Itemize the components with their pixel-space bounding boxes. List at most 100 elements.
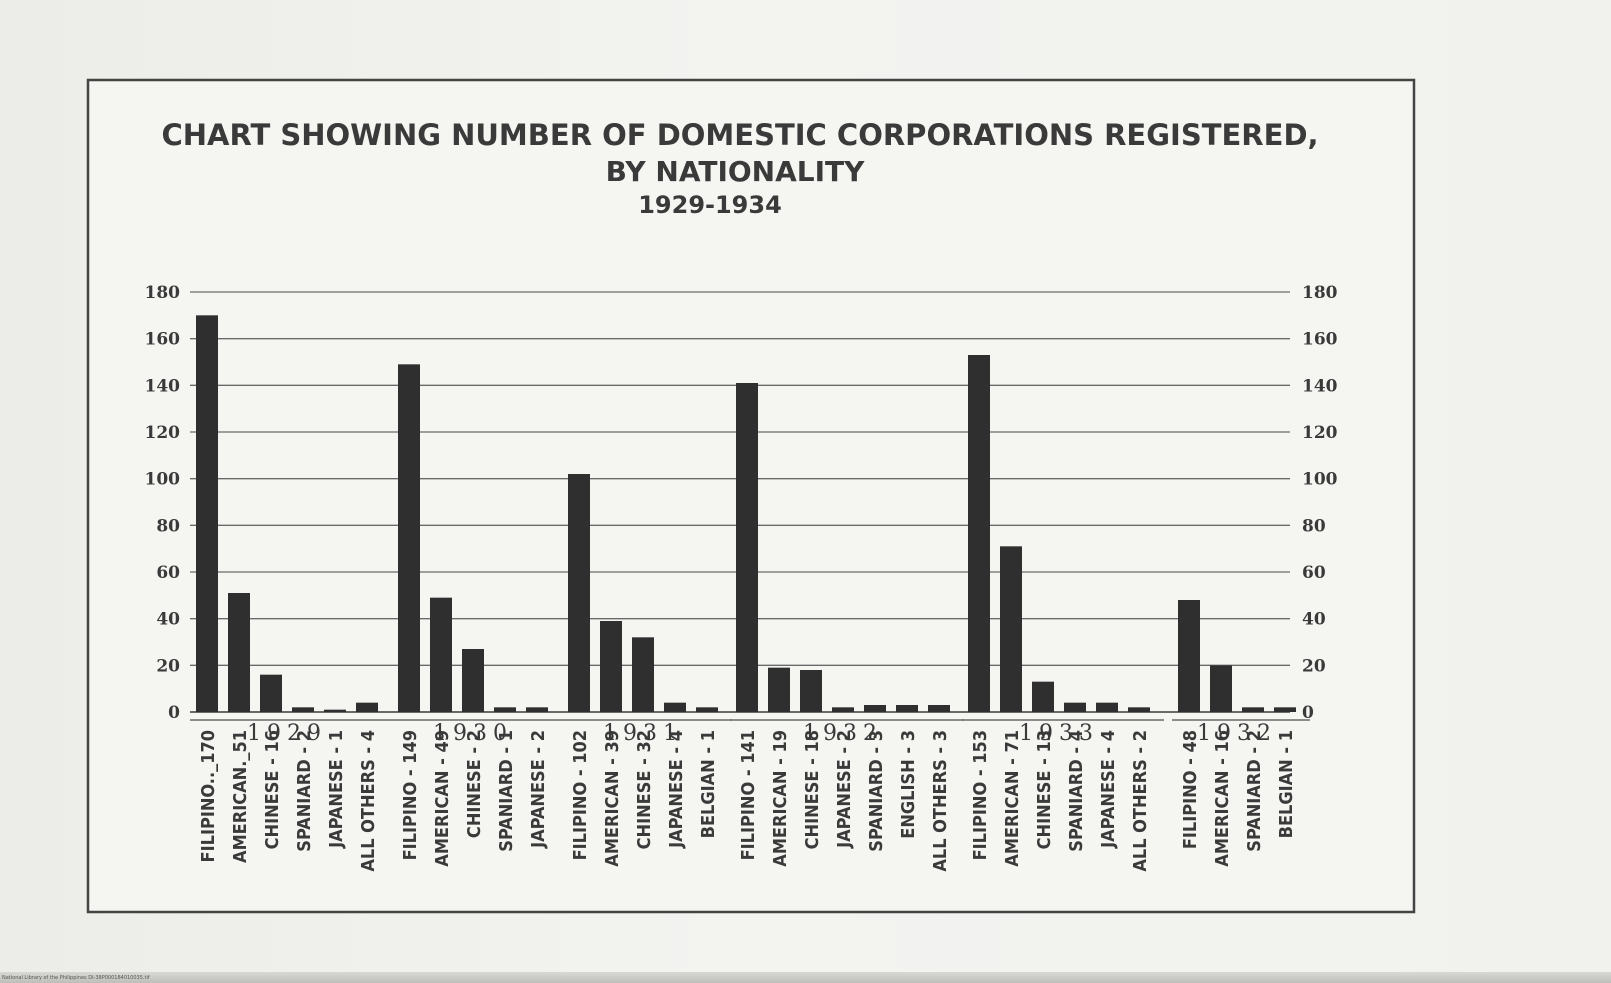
bar-label: SPANIARD - 4 bbox=[1066, 730, 1087, 852]
bar-label: SPANIARD - 3 bbox=[866, 730, 887, 852]
bar bbox=[1178, 600, 1200, 712]
chart-period: 1929-1934 bbox=[638, 191, 782, 219]
y-tick-label-right: 180 bbox=[1302, 283, 1338, 303]
bar bbox=[832, 707, 854, 712]
bars-layer bbox=[196, 315, 1296, 712]
bar bbox=[864, 705, 886, 712]
bar-label: ALL OTHERS - 2 bbox=[1130, 730, 1151, 872]
bar bbox=[430, 597, 452, 712]
bar bbox=[800, 670, 822, 712]
bar-label: CHINESE - 18 bbox=[802, 730, 823, 849]
bar bbox=[324, 709, 346, 712]
y-tick-label-right: 40 bbox=[1302, 610, 1326, 630]
year-label: 1931 bbox=[603, 721, 683, 746]
y-tick-label-right: 140 bbox=[1302, 376, 1338, 396]
bar-label: ALL OTHERS - 4 bbox=[358, 730, 379, 872]
bar-label: SPANIARD - 2 bbox=[1244, 730, 1265, 852]
y-tick-label-left: 40 bbox=[156, 610, 180, 630]
y-tick-label-right: 160 bbox=[1302, 330, 1338, 350]
bar bbox=[1096, 702, 1118, 712]
bar-label: CHINESE - 13 bbox=[1034, 730, 1055, 849]
bar-label: JAPANESE - 2 bbox=[834, 730, 855, 849]
bar-label: JAPANESE - 4 bbox=[1098, 730, 1119, 849]
year-label: 1930 bbox=[433, 721, 513, 746]
y-tick-label-left: 120 bbox=[145, 423, 181, 443]
bar-label: JAPANESE - 2 bbox=[528, 730, 549, 849]
y-tick-label-left: 100 bbox=[145, 470, 181, 490]
bar bbox=[1210, 665, 1232, 712]
footer-credit: National Library of the Philippines DI-3… bbox=[2, 975, 150, 981]
bar-label: AMERICAN - 49 bbox=[432, 730, 453, 867]
y-tick-label-right: 0 bbox=[1302, 703, 1314, 723]
bar bbox=[260, 674, 282, 712]
y-axis-left: 0 20 40 60 80 100 120 140 160 180 bbox=[145, 283, 181, 723]
bar-label: AMERICAN._51 bbox=[230, 730, 251, 863]
bar-label: AMERICAN - 19 bbox=[770, 730, 791, 867]
bar bbox=[600, 621, 622, 712]
bar-label: FILIPINO - 102 bbox=[570, 730, 591, 860]
bar-label: CHINESE - 32 bbox=[634, 730, 655, 849]
bar-label: AMERICAN - 16 bbox=[1212, 730, 1233, 867]
bar bbox=[632, 637, 654, 712]
bar bbox=[896, 705, 918, 712]
bar bbox=[398, 364, 420, 712]
bar bbox=[228, 593, 250, 712]
bar bbox=[664, 702, 686, 712]
y-tick-label-left: 80 bbox=[156, 516, 180, 536]
bar-label: SPANIARD - 1 bbox=[496, 730, 517, 852]
bar bbox=[356, 702, 378, 712]
bar-label: CHINESE - 16 bbox=[262, 730, 283, 849]
bar bbox=[1064, 702, 1086, 712]
y-tick-label-right: 120 bbox=[1302, 423, 1338, 443]
bar bbox=[1032, 681, 1054, 712]
y-tick-label-left: 60 bbox=[156, 563, 180, 583]
bar bbox=[696, 707, 718, 712]
bar bbox=[292, 707, 314, 712]
bar-label: FILIPINO - 48 bbox=[1180, 730, 1201, 849]
bar-label: AMERICAN - 71 bbox=[1002, 730, 1023, 867]
bar-label: FILIPINO - 153 bbox=[970, 730, 991, 860]
bar bbox=[1274, 707, 1296, 712]
bar-label: FILIPINO - 149 bbox=[400, 730, 421, 860]
bar bbox=[1000, 546, 1022, 712]
bar-label: ENGLISH - 3 bbox=[898, 730, 919, 839]
bar bbox=[196, 315, 218, 712]
bar bbox=[768, 667, 790, 712]
y-tick-label-left: 20 bbox=[156, 656, 180, 676]
bar bbox=[568, 474, 590, 712]
year-labels: 1929 1930 1931 1932 1933 1932 bbox=[190, 719, 1310, 746]
year-label: 1933 bbox=[1019, 721, 1099, 746]
bar bbox=[494, 707, 516, 712]
chart-subtitle: BY NATIONALITY bbox=[606, 155, 866, 188]
bar bbox=[462, 649, 484, 712]
page-edge bbox=[0, 972, 1611, 983]
year-label: 1932 bbox=[1197, 721, 1277, 746]
bar bbox=[1128, 707, 1150, 712]
y-tick-label-right: 80 bbox=[1302, 516, 1326, 536]
y-tick-label-left: 160 bbox=[145, 330, 181, 350]
bar-label: CHINESE - 2 bbox=[464, 730, 485, 838]
y-tick-label-left: 140 bbox=[145, 376, 181, 396]
year-label: 1929 bbox=[247, 721, 327, 746]
bar-label: ALL OTHERS - 3 bbox=[930, 730, 951, 872]
bar-label: SPANIARD - 2 bbox=[294, 730, 315, 852]
y-tick-label-right: 20 bbox=[1302, 656, 1326, 676]
bar bbox=[928, 705, 950, 712]
bar-label: FILIPINO - 141 bbox=[738, 730, 759, 860]
bar-label: AMERICAN - 39 bbox=[602, 730, 623, 867]
bar-label: JAPANESE - 1 bbox=[326, 730, 347, 849]
y-tick-label-right: 100 bbox=[1302, 470, 1338, 490]
chart-title: CHART SHOWING NUMBER OF DOMESTIC CORPORA… bbox=[161, 118, 1318, 152]
y-tick-label-left: 180 bbox=[145, 283, 181, 303]
y-tick-label-left: 0 bbox=[168, 703, 180, 723]
bar-labels: FILIPINO.._170 AMERICAN._51 CHINESE - 16 SP… bbox=[198, 730, 1297, 872]
bar-label: JAPANESE - 4 bbox=[666, 730, 687, 849]
bar bbox=[968, 355, 990, 712]
bar bbox=[526, 707, 548, 712]
y-tick-label-right: 60 bbox=[1302, 563, 1326, 583]
bar bbox=[736, 383, 758, 712]
bar-label: FILIPINO.._170 bbox=[198, 730, 219, 862]
bar bbox=[1242, 707, 1264, 712]
bar-label: BELGIAN - 1 bbox=[1276, 730, 1297, 838]
